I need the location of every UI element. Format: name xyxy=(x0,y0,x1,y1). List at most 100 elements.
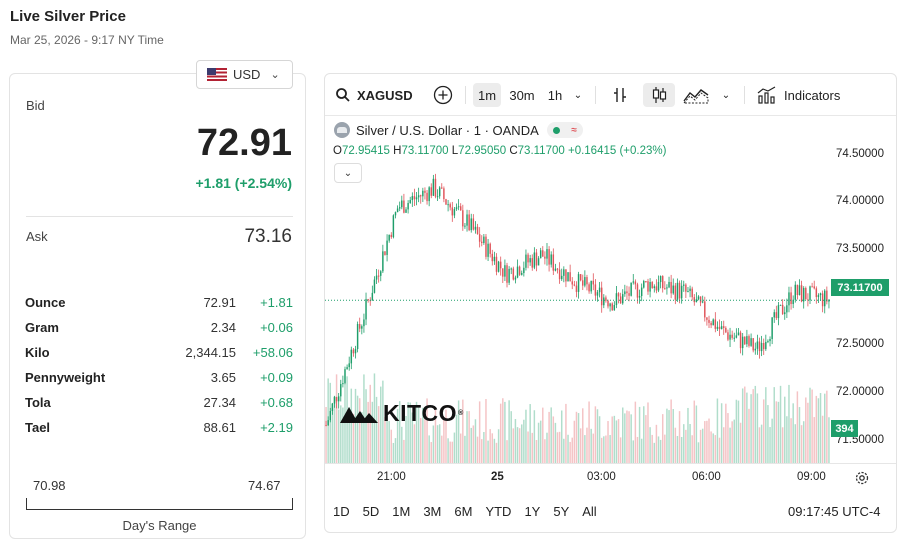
candle-body xyxy=(466,214,468,226)
candle-body xyxy=(582,280,584,286)
market-status-pill[interactable]: ≈ xyxy=(546,122,583,138)
volume-bar xyxy=(674,427,677,463)
gear-icon[interactable] xyxy=(854,470,870,486)
unit-change: +2.19 xyxy=(260,420,293,435)
compare-button[interactable] xyxy=(431,83,455,107)
candle-body xyxy=(752,338,754,351)
volume-bar xyxy=(613,415,616,463)
volume-bar xyxy=(750,394,752,463)
volume-bar xyxy=(809,387,811,463)
candle-body xyxy=(453,209,456,216)
candle-body xyxy=(697,296,700,300)
candle-body xyxy=(560,275,563,280)
unit-row-tola: Tola 27.34 +0.68 xyxy=(25,390,295,415)
candle-body xyxy=(548,249,550,265)
volume-bar xyxy=(388,421,390,463)
symbol-label: XAGUSD xyxy=(357,87,413,103)
range-3m[interactable]: 3M xyxy=(423,504,442,519)
volume-bar xyxy=(590,428,592,463)
ask-label: Ask xyxy=(26,229,48,244)
volume-bar xyxy=(405,415,407,463)
chart-type-dropdown[interactable]: ⌄ xyxy=(718,83,734,107)
indicators-button[interactable]: Indicators xyxy=(757,83,853,107)
volume-bar xyxy=(546,432,548,463)
volume-bar xyxy=(586,427,588,463)
volume-bar xyxy=(657,436,660,463)
candle-body xyxy=(386,240,388,255)
candle-body xyxy=(729,334,731,340)
candle-body xyxy=(331,403,334,412)
range-5d[interactable]: 5D xyxy=(362,504,380,519)
volume-bar xyxy=(638,406,641,463)
range-ytd[interactable]: YTD xyxy=(485,504,512,519)
candle-body xyxy=(735,335,738,338)
candle-body xyxy=(678,282,681,299)
price-chart[interactable] xyxy=(325,155,830,463)
candle-body xyxy=(394,212,397,216)
range-all[interactable]: All xyxy=(582,504,597,519)
chart-type-button[interactable] xyxy=(682,83,710,107)
volume-bar xyxy=(773,387,775,463)
candle-body xyxy=(493,256,496,262)
volume-bar xyxy=(796,391,799,463)
unit-price: 2.34 xyxy=(210,320,236,335)
candle-body xyxy=(668,281,670,288)
ohlc-high: 73.11700 xyxy=(401,145,449,157)
candle-body xyxy=(685,284,687,292)
candle-body xyxy=(784,312,786,315)
volume-bar xyxy=(676,435,679,463)
candle-body xyxy=(533,252,536,268)
unit-row-pennyweight: Pennyweight 3.65 +0.09 xyxy=(25,365,295,390)
volume-bar xyxy=(720,403,723,463)
candle-body xyxy=(499,261,502,269)
volume-bar xyxy=(453,432,456,463)
unit-change: +0.68 xyxy=(260,395,293,410)
candle-body xyxy=(457,206,460,208)
bar-replay-button[interactable] xyxy=(608,83,632,107)
legend-collapse-button[interactable]: ⌄ xyxy=(334,163,362,183)
volume-bar xyxy=(784,396,786,463)
interval-1m[interactable]: 1m xyxy=(473,83,501,107)
volume-bar xyxy=(518,428,521,463)
candle-body xyxy=(598,287,601,293)
unit-name: Ounce xyxy=(25,295,66,310)
candle-body xyxy=(462,210,464,227)
chart-footer-divider xyxy=(325,463,896,464)
candles-button[interactable] xyxy=(643,83,675,107)
range-6m[interactable]: 6M xyxy=(454,504,473,519)
volume-bar xyxy=(805,397,807,463)
currency-select[interactable]: USD ⌄ xyxy=(196,60,293,89)
candle-body xyxy=(405,209,407,213)
candle-body xyxy=(674,285,677,300)
candle-body xyxy=(655,286,658,291)
volume-bar xyxy=(373,373,376,463)
unit-row-ounce: Ounce 72.91 +1.81 xyxy=(25,290,295,315)
chevron-down-icon: ⌄ xyxy=(343,167,353,179)
volume-bar xyxy=(398,401,401,463)
candle-body xyxy=(352,349,355,354)
symbol-search[interactable]: XAGUSD xyxy=(333,83,413,107)
range-1y[interactable]: 1Y xyxy=(524,504,541,519)
range-5y[interactable]: 5Y xyxy=(553,504,570,519)
candle-body xyxy=(727,332,729,340)
range-1m[interactable]: 1M xyxy=(392,504,411,519)
volume-bar xyxy=(485,399,487,463)
volume-bar xyxy=(478,401,481,463)
unit-row-tael: Tael 88.61 +2.19 xyxy=(25,415,295,440)
volume-bar xyxy=(704,421,706,463)
interval-30m[interactable]: 30m xyxy=(509,87,535,103)
y-tick: 74.00000 xyxy=(836,195,884,207)
candle-body xyxy=(447,204,449,206)
volume-bar xyxy=(516,427,519,463)
candle-body xyxy=(550,254,552,265)
candle-body xyxy=(508,268,510,283)
unit-change: +1.81 xyxy=(260,295,293,310)
interval-dropdown[interactable]: ⌄ xyxy=(570,83,586,107)
ask-price: 73.16 xyxy=(244,226,292,247)
candle-body xyxy=(619,296,622,304)
range-1d[interactable]: 1D xyxy=(333,504,350,519)
interval-1h[interactable]: 1h xyxy=(547,87,563,103)
candle-body xyxy=(777,305,780,319)
volume-bar xyxy=(371,401,374,463)
volume-bar xyxy=(514,419,517,463)
